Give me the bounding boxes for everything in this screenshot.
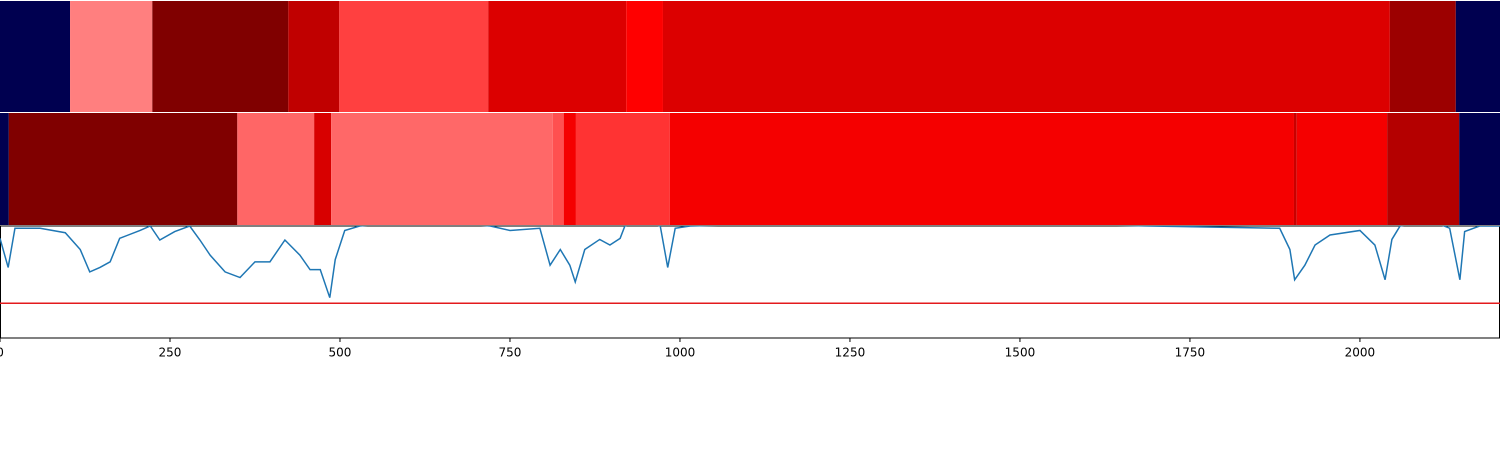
x-tick-label: 1250 bbox=[835, 346, 866, 360]
line-panel-frame bbox=[0, 225, 1500, 339]
x-tick-label: 750 bbox=[499, 346, 522, 360]
x-tick-label: 1500 bbox=[1005, 346, 1036, 360]
strip-segment bbox=[626, 1, 663, 112]
strip-segment bbox=[669, 113, 1294, 225]
strip-segment bbox=[8, 113, 238, 225]
x-tick-label: 2000 bbox=[1345, 346, 1376, 360]
strip-segment bbox=[331, 113, 553, 225]
strip-segment bbox=[1455, 1, 1500, 112]
x-tick-label: 250 bbox=[159, 346, 182, 360]
strip-segment bbox=[1387, 113, 1460, 225]
strip-segment bbox=[0, 1, 71, 112]
strip-segment bbox=[1293, 113, 1297, 225]
strip-segment bbox=[237, 113, 315, 225]
strip-segment bbox=[1296, 113, 1388, 225]
x-tick-label: 1750 bbox=[1175, 346, 1206, 360]
data-line bbox=[0, 226, 1500, 298]
x-tick-label: 0 bbox=[0, 346, 4, 360]
strip-segment bbox=[70, 1, 153, 112]
strip-segment bbox=[339, 1, 489, 112]
strip-segment bbox=[552, 113, 564, 225]
x-tick-label: 500 bbox=[329, 346, 352, 360]
strip-segment bbox=[1459, 113, 1500, 225]
strip-segment bbox=[563, 113, 576, 225]
strip-segment bbox=[0, 113, 9, 225]
strip-segment bbox=[575, 113, 670, 225]
strip-segment bbox=[1389, 1, 1456, 112]
strip-segment bbox=[152, 1, 289, 112]
strip-segment bbox=[314, 113, 332, 225]
strip-segment bbox=[488, 1, 627, 112]
x-tick-label: 1000 bbox=[665, 346, 696, 360]
strip-segment bbox=[662, 1, 1390, 112]
strip-segment bbox=[288, 1, 340, 112]
